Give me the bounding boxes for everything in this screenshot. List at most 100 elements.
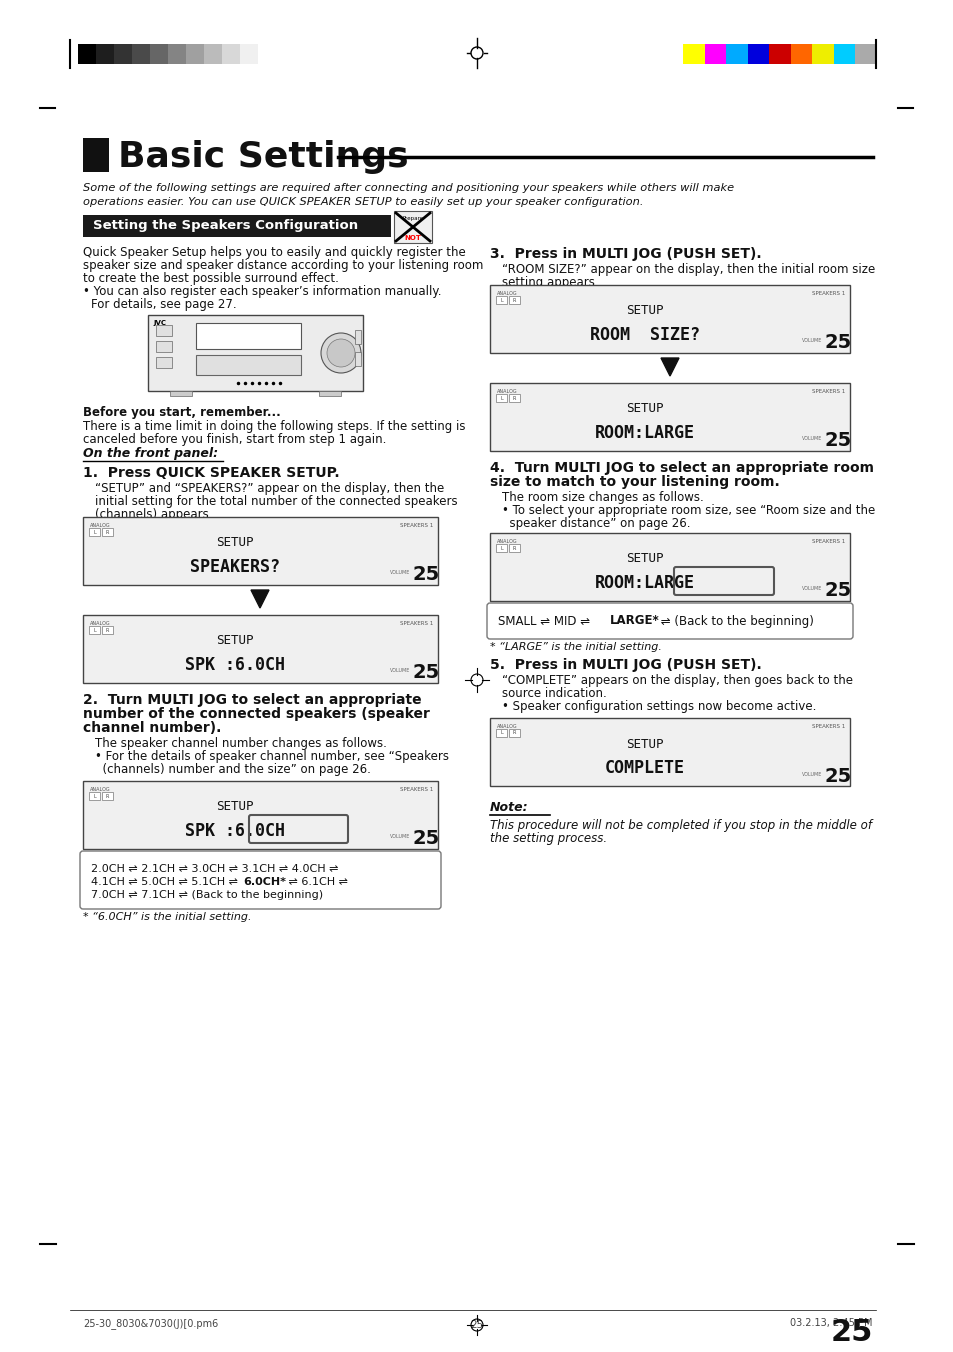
Text: 2.  Turn MULTI JOG to select an appropriate: 2. Turn MULTI JOG to select an appropria… [83, 694, 421, 707]
Bar [509, 296, 519, 304]
Text: • To select your appropriate room size, see “Room size and the: • To select your appropriate room size, … [501, 504, 874, 516]
Text: 25: 25 [823, 767, 851, 786]
Text: R: R [513, 730, 516, 735]
Text: SETUP: SETUP [625, 553, 663, 565]
Text: Setting the Speakers Configuration: Setting the Speakers Configuration [92, 219, 357, 233]
Text: SPEAKERS?: SPEAKERS? [190, 558, 280, 576]
Text: 1.  Press QUICK SPEAKER SETUP.: 1. Press QUICK SPEAKER SETUP. [83, 466, 339, 480]
Text: setting appears.: setting appears. [501, 276, 598, 289]
FancyBboxPatch shape [80, 850, 440, 909]
Text: R: R [513, 396, 516, 400]
Text: size to match to your listening room.: size to match to your listening room. [490, 475, 779, 489]
Text: number of the connected speakers (speaker: number of the connected speakers (speake… [83, 707, 430, 721]
Text: Note:: Note: [490, 800, 528, 814]
Text: to create the best possible surround effect.: to create the best possible surround eff… [83, 272, 338, 285]
Text: ANALOG: ANALOG [497, 725, 517, 729]
Bar [83, 781, 437, 849]
Text: operations easier. You can use QUICK SPEAKER SETUP to easily set up your speaker: operations easier. You can use QUICK SPE… [83, 197, 643, 207]
Text: VOLUME: VOLUME [801, 437, 821, 442]
Text: • Speaker configuration settings now become active.: • Speaker configuration settings now bec… [501, 700, 816, 713]
Text: VOLUME: VOLUME [390, 668, 410, 673]
Text: SPK :6.0CH: SPK :6.0CH [185, 656, 285, 675]
FancyBboxPatch shape [486, 603, 852, 639]
Bar [394, 211, 432, 243]
Text: Prepare: Prepare [402, 216, 423, 220]
Text: 7.0CH ⇌ 7.1CH ⇌ (Back to the beginning): 7.0CH ⇌ 7.1CH ⇌ (Back to the beginning) [91, 890, 323, 900]
Bar [490, 383, 849, 452]
Bar [96, 45, 113, 64]
Text: 25: 25 [830, 1318, 872, 1347]
Text: R: R [513, 545, 516, 550]
Polygon shape [251, 589, 269, 608]
Text: JVC: JVC [152, 320, 166, 326]
Bar [509, 729, 519, 737]
Bar [102, 529, 112, 535]
Text: L: L [93, 530, 95, 534]
Text: * “LARGE” is the initial setting.: * “LARGE” is the initial setting. [490, 642, 661, 652]
Text: ANALOG: ANALOG [497, 539, 517, 544]
Text: VOLUME: VOLUME [801, 772, 821, 776]
Bar [170, 391, 192, 396]
Bar [113, 45, 132, 64]
Text: 3.  Press in MULTI JOG (PUSH SET).: 3. Press in MULTI JOG (PUSH SET). [490, 247, 760, 261]
Text: (channels) number and the size” on page 26.: (channels) number and the size” on page … [95, 763, 371, 776]
Bar [490, 533, 849, 602]
Text: 03.2.13, 2:45 PM: 03.2.13, 2:45 PM [790, 1318, 872, 1328]
Text: ANALOG: ANALOG [497, 389, 517, 393]
Text: ANALOG: ANALOG [497, 291, 517, 296]
Bar [150, 45, 168, 64]
Text: R: R [106, 794, 109, 799]
Text: SPEAKERS 1: SPEAKERS 1 [399, 523, 433, 529]
Text: L: L [93, 794, 95, 799]
Bar [855, 45, 876, 64]
Circle shape [320, 333, 360, 373]
Text: “ROOM SIZE?” appear on the display, then the initial room size: “ROOM SIZE?” appear on the display, then… [501, 264, 874, 276]
Text: initial setting for the total number of the connected speakers: initial setting for the total number of … [95, 495, 457, 508]
Bar [768, 45, 790, 64]
Text: 25: 25 [412, 830, 439, 849]
Text: 25: 25 [823, 334, 851, 353]
Text: SPEAKERS 1: SPEAKERS 1 [811, 725, 844, 729]
Text: SETUP: SETUP [216, 537, 253, 549]
Bar [318, 391, 340, 396]
Text: SPEAKERS 1: SPEAKERS 1 [811, 291, 844, 296]
Bar [204, 45, 222, 64]
Text: “COMPLETE” appears on the display, then goes back to the: “COMPLETE” appears on the display, then … [501, 675, 852, 687]
Text: Quick Speaker Setup helps you to easily and quickly register the: Quick Speaker Setup helps you to easily … [83, 246, 465, 260]
Bar [725, 45, 747, 64]
Text: For details, see page 27.: For details, see page 27. [91, 297, 236, 311]
Text: R: R [106, 627, 109, 633]
Bar [747, 45, 768, 64]
Bar [83, 215, 391, 237]
Text: R: R [513, 297, 516, 303]
Text: This procedure will not be completed if you stop in the middle of: This procedure will not be completed if … [490, 819, 871, 831]
Bar [102, 792, 112, 800]
Text: NOT: NOT [404, 235, 421, 241]
Text: ANALOG: ANALOG [90, 621, 111, 626]
Text: There is a time limit in doing the following steps. If the setting is: There is a time limit in doing the follo… [83, 420, 465, 433]
Bar [78, 45, 96, 64]
Bar [83, 516, 437, 585]
Text: L: L [499, 730, 502, 735]
Bar [509, 393, 519, 402]
Text: 25: 25 [412, 664, 439, 683]
Bar [168, 45, 186, 64]
Text: L: L [499, 545, 502, 550]
Bar [496, 544, 506, 552]
Text: 6.0CH*: 6.0CH* [243, 877, 286, 887]
Text: SPK :6.0CH: SPK :6.0CH [185, 822, 285, 840]
Text: source indication.: source indication. [501, 687, 606, 700]
Bar [156, 341, 172, 352]
Text: SETUP: SETUP [625, 737, 663, 750]
Text: speaker size and speaker distance according to your listening room: speaker size and speaker distance accord… [83, 260, 483, 272]
Bar [132, 45, 150, 64]
Text: L: L [499, 396, 502, 400]
Text: LARGE*: LARGE* [609, 615, 659, 627]
Text: 25: 25 [823, 581, 851, 600]
Text: • For the details of speaker channel number, see “Speakers: • For the details of speaker channel num… [95, 750, 449, 763]
Text: On the front panel:: On the front panel: [83, 448, 218, 460]
Text: SPEAKERS 1: SPEAKERS 1 [399, 787, 433, 792]
Bar [102, 626, 112, 634]
Bar [89, 792, 100, 800]
Text: 25: 25 [470, 1320, 483, 1330]
